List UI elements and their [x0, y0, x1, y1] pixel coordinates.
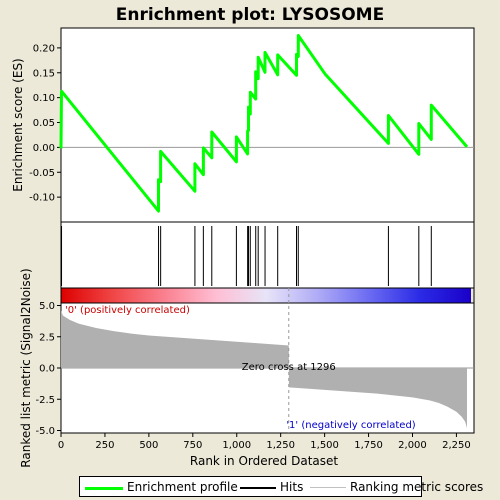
ranking-metric-area — [61, 310, 467, 428]
legend-label-metric: Ranking metric scores — [350, 480, 484, 494]
legend-swatch-enrichment — [85, 487, 123, 490]
metric-y-tick-label: 0.0 — [39, 364, 55, 375]
x-tick-label: 2,000 — [398, 440, 427, 451]
metric-y-tick-label: -5.0 — [35, 426, 55, 437]
positive-correlation-label: '0' (positively correlated) — [65, 305, 190, 316]
zero-cross-label: Zero cross at 1296 — [242, 362, 336, 373]
metric-y-tick-label: 2.5 — [39, 332, 55, 343]
x-tick-label: 1,750 — [354, 440, 383, 451]
es-y-tick-label: 0.10 — [33, 93, 55, 104]
x-tick-label: 1,250 — [266, 440, 295, 451]
metric-y-tick-label: -2.5 — [35, 395, 55, 406]
metric-x-ticks: 0 250 500 750 1,000 1,250 1,500 1,750 2,000 2,250 — [58, 433, 471, 451]
es-panel-frame — [60, 27, 475, 223]
es-y-tick-label: -0.05 — [29, 168, 55, 179]
x-tick-label: 2,250 — [442, 440, 471, 451]
es-y-ticks: -0.10 -0.05 0.00 0.05 0.10 0.15 0.20 — [29, 43, 61, 204]
x-tick-label: 1,500 — [310, 440, 339, 451]
negative-correlation-label: '1' (negatively correlated) — [286, 420, 415, 431]
x-tick-label: 0 — [58, 440, 64, 451]
x-tick-label: 250 — [95, 440, 114, 451]
x-tick-label: 500 — [139, 440, 158, 451]
metric-y-axis-label: Ranked list metric (Signal2Noise) — [19, 268, 33, 467]
legend-swatch-metric — [310, 487, 346, 488]
hits-panel-frame — [60, 221, 475, 289]
enrichment-profile-line — [59, 34, 469, 213]
es-y-tick-label: 0.05 — [33, 118, 55, 129]
rank-heatmap-bar — [61, 288, 471, 303]
metric-y-ticks: -5.0 -2.5 0.0 2.5 5.0 — [35, 301, 61, 437]
chart-title: Enrichment plot: LYSOSOME — [116, 5, 384, 25]
x-tick-label: 1,000 — [222, 440, 251, 451]
x-tick-label: 750 — [183, 440, 202, 451]
es-y-axis-label: Enrichment score (ES) — [11, 58, 25, 191]
legend-label-enrichment: Enrichment profile — [127, 480, 238, 494]
legend-label-hits: Hits — [280, 480, 304, 494]
es-y-tick-label: -0.10 — [29, 193, 55, 204]
legend: Enrichment profile Hits Ranking metric s… — [79, 476, 483, 497]
es-y-tick-label: 0.15 — [33, 68, 55, 79]
legend-swatch-hits — [240, 487, 276, 489]
es-y-tick-label: 0.20 — [33, 43, 55, 54]
hits-markers — [61, 226, 432, 286]
metric-y-tick-label: 5.0 — [39, 301, 55, 312]
es-y-tick-label: 0.00 — [33, 143, 55, 154]
x-axis-label: Rank in Ordered Dataset — [190, 454, 338, 468]
